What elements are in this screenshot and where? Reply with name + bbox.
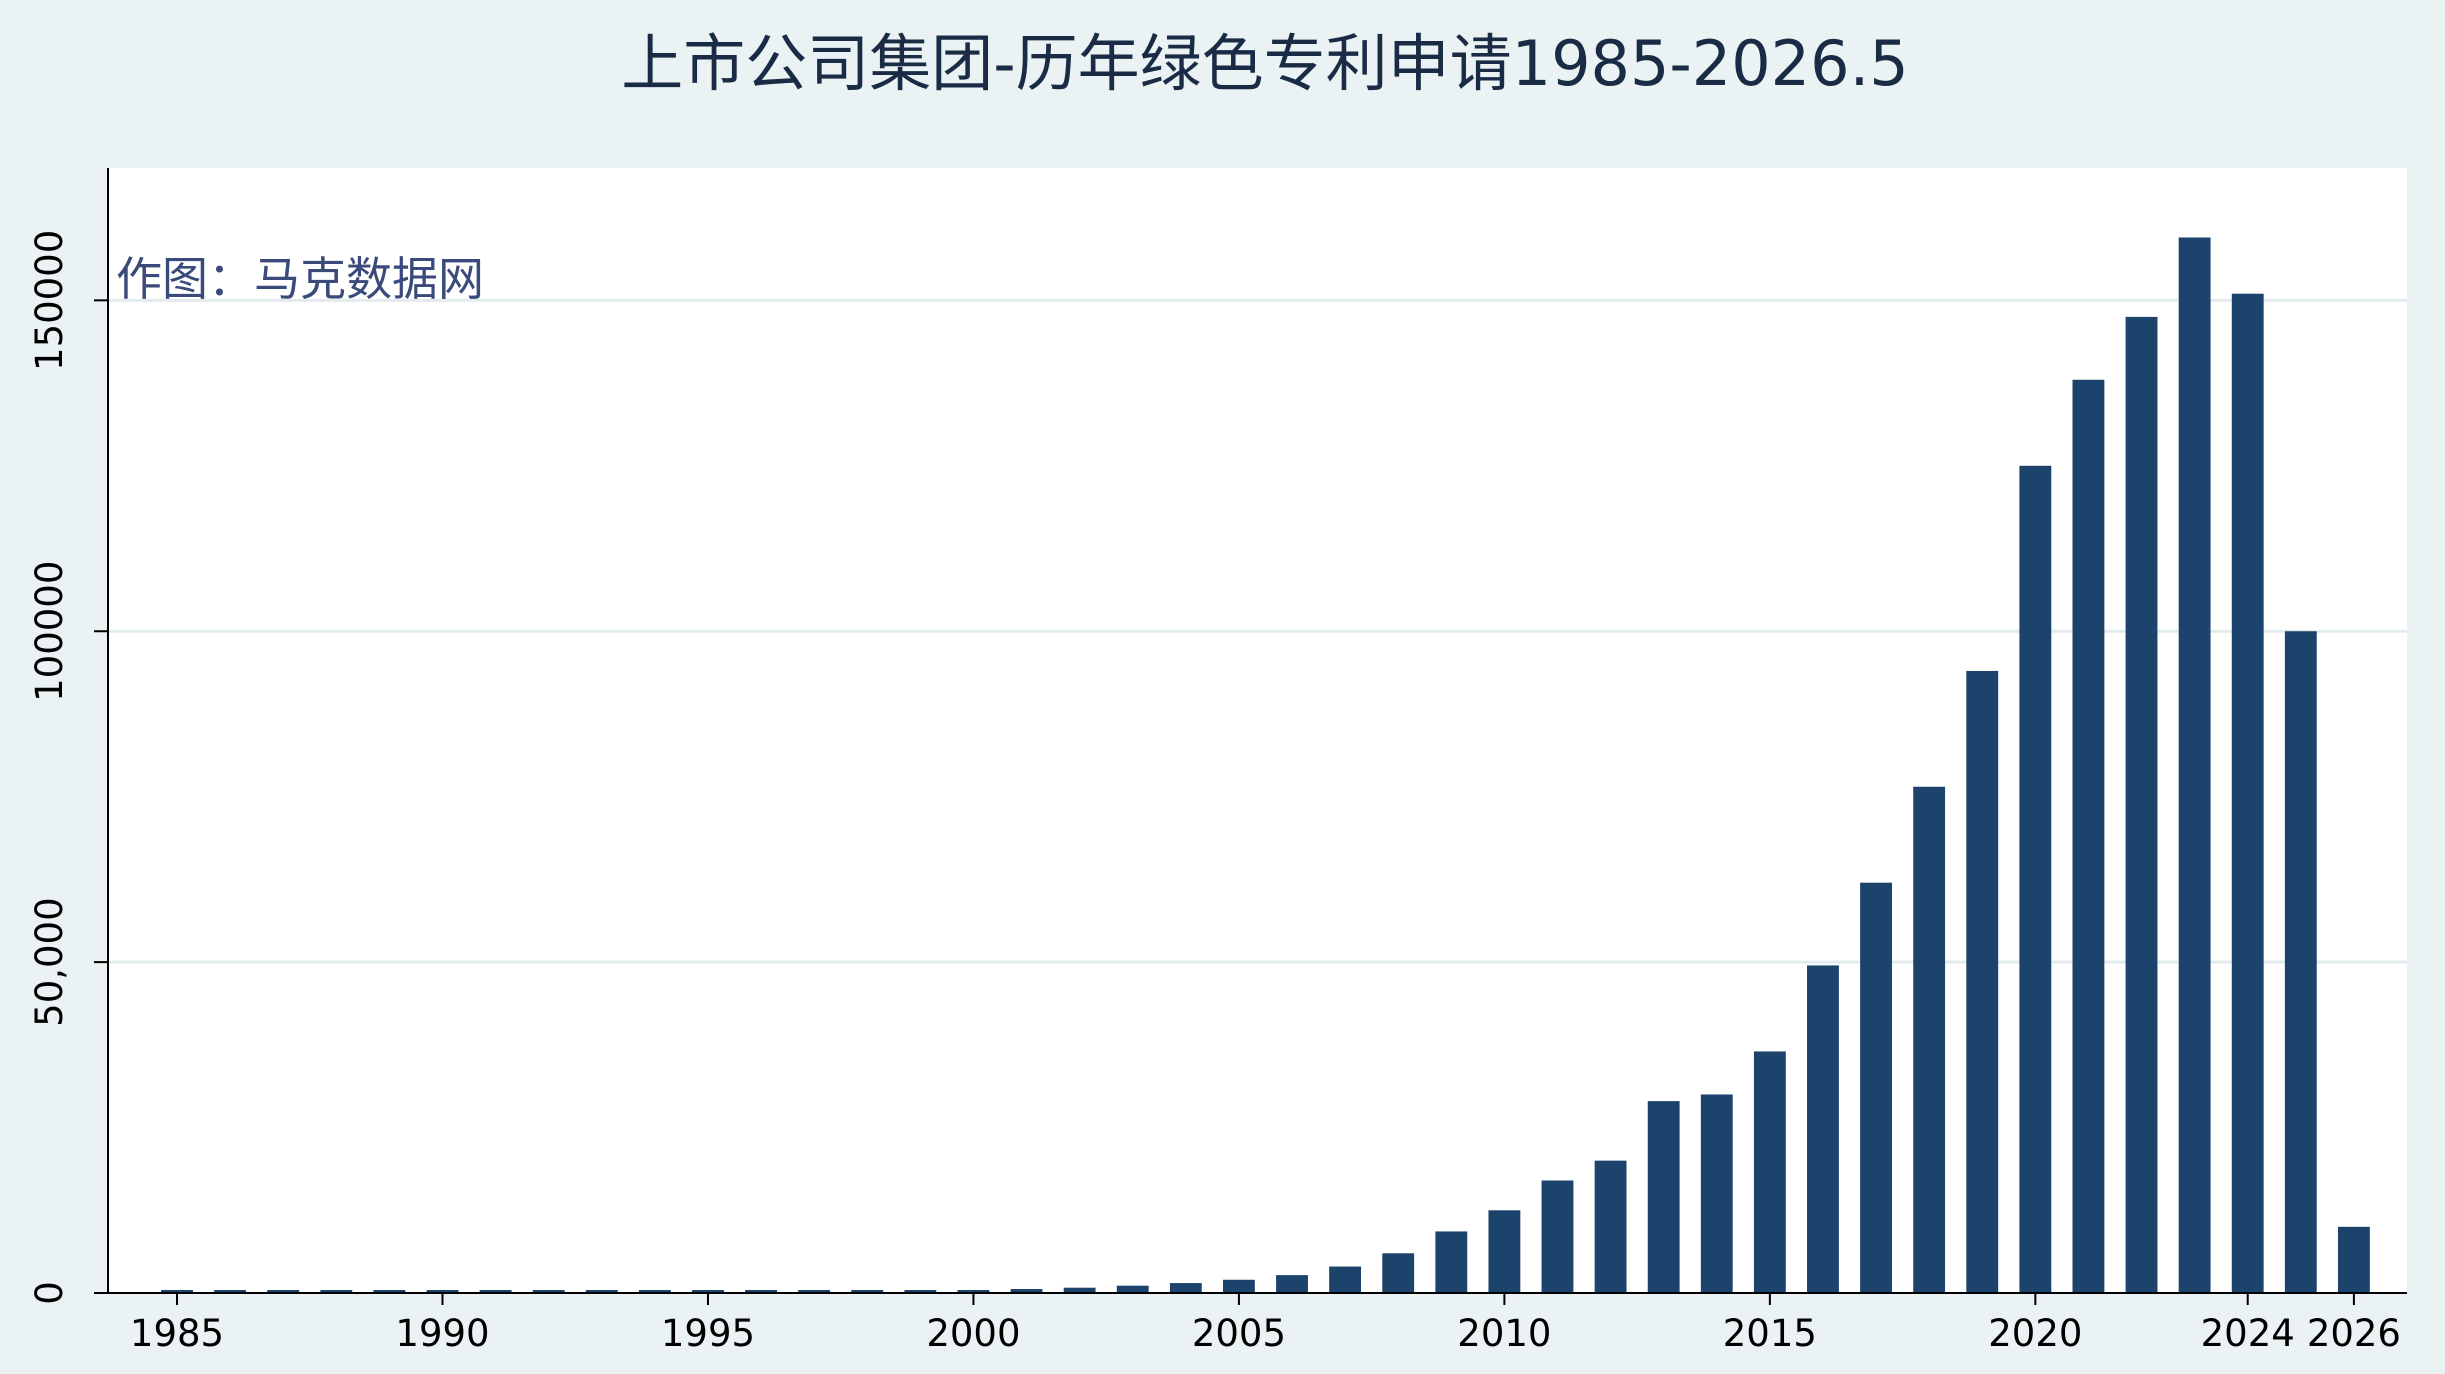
bar-1988 (320, 1290, 353, 1293)
bar-1990 (426, 1290, 459, 1293)
chart-annotation: 作图：马克数据网 (116, 252, 484, 306)
bar-2009 (1435, 1231, 1468, 1293)
bars (161, 237, 2370, 1293)
bar-2012 (1594, 1160, 1627, 1293)
bar-2003 (1116, 1285, 1149, 1293)
bar-2008 (1382, 1253, 1415, 1293)
x-tick-label: 2005 (1192, 1312, 1286, 1355)
bar-2002 (1063, 1287, 1096, 1293)
chart-title: 上市公司集团-历年绿色专利申请1985-2026.5 (621, 27, 1908, 100)
bar-2000 (957, 1290, 990, 1293)
plot-background (108, 168, 2407, 1293)
bar-1989 (373, 1290, 406, 1293)
x-tick-label: 2000 (926, 1312, 1020, 1355)
bar-2024 (2231, 293, 2264, 1293)
bar-2010 (1488, 1210, 1521, 1293)
bar-2018 (1913, 786, 1946, 1293)
x-tick-label: 2020 (1988, 1312, 2082, 1355)
bar-2014 (1700, 1094, 1733, 1293)
bar-2020 (2019, 465, 2052, 1293)
bar-1993 (585, 1290, 618, 1293)
bar-2011 (1541, 1180, 1574, 1293)
bar-2022 (2125, 316, 2158, 1293)
bar-2017 (1860, 882, 1892, 1293)
x-axis-ticks: 1985 1990 1995 2000 2005 2010 2015 2020 2024 2026 (130, 1293, 2401, 1355)
bar-1986 (214, 1290, 247, 1293)
x-tick-label: 1995 (661, 1312, 755, 1355)
bar-1987 (267, 1290, 300, 1293)
x-tick-label: 2026 (2307, 1312, 2401, 1355)
y-tick-label: 150000 (28, 230, 71, 371)
bar-2007 (1329, 1266, 1362, 1293)
bar-2005 (1222, 1279, 1255, 1293)
bar-2001 (1010, 1289, 1043, 1293)
bar-1997 (798, 1290, 831, 1293)
bar-2004 (1169, 1283, 1202, 1293)
bar-1994 (638, 1290, 671, 1293)
y-axis-ticks: 0 50,000 100000 150000 (28, 230, 108, 1305)
y-tick-label: 100000 (28, 561, 71, 702)
bar-2025 (2284, 631, 2317, 1293)
bar-1992 (532, 1290, 565, 1293)
y-tick-label: 0 (28, 1281, 71, 1305)
bar-2021 (2072, 379, 2105, 1293)
bar-2006 (1276, 1275, 1308, 1293)
bar-1999 (904, 1290, 937, 1293)
x-tick-label: 2015 (1723, 1312, 1817, 1355)
y-tick-label: 50,000 (28, 897, 71, 1026)
x-tick-label: 2024 (2201, 1312, 2295, 1355)
bar-1996 (745, 1290, 777, 1293)
x-tick-label: 2010 (1457, 1312, 1551, 1355)
bar-2026 (2337, 1226, 2370, 1293)
bar-2016 (1807, 965, 1839, 1293)
bar-1998 (851, 1290, 884, 1293)
bar-2013 (1647, 1101, 1680, 1293)
bar-2019 (1966, 670, 1999, 1293)
bar-1995 (692, 1290, 724, 1293)
x-tick-label: 1985 (130, 1312, 224, 1355)
bar-2023 (2178, 237, 2211, 1293)
bar-1985 (161, 1290, 193, 1293)
x-tick-label: 1990 (395, 1312, 489, 1355)
bar-2015 (1753, 1051, 1786, 1293)
bar-1991 (479, 1290, 512, 1293)
